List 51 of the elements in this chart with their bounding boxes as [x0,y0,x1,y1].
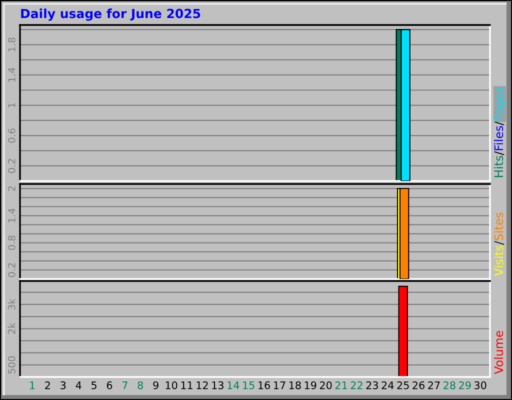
y-tick-label: 0.2 [8,263,16,278]
x-tick-label: 30 [474,381,486,390]
x-tick-label: 11 [181,381,192,390]
x-tick-label: 10 [166,381,178,390]
x-tick-label: 14 [228,381,240,390]
y-tick-label: 2k [8,322,16,334]
y-tick-label: 2 [8,186,16,191]
x-tick-label: 1 [30,381,35,390]
x-tick-label: 27 [428,381,440,390]
x-tick-label: 18 [289,381,301,390]
x-tick-label: 28 [444,381,456,390]
x-tick-label: 8 [138,381,143,390]
x-tick-label: 25 [397,381,409,390]
x-tick-label: 3 [60,381,66,390]
x-tick-label: 9 [153,381,158,390]
x-tick-label: 29 [459,381,471,390]
x-tick-label: 2 [45,381,50,390]
chart-title: Daily usage for June 2025 [21,8,200,21]
x-tick-label: 24 [382,381,394,390]
x-tick-label: 19 [304,381,316,390]
x-tick-label: 5 [92,381,96,390]
y-tick-label: 1 [8,103,16,108]
x-tick-label: 26 [412,381,425,390]
text: Hits [494,156,504,178]
x-tick-label: 16 [258,381,270,390]
text: Pages [494,87,506,120]
y-tick-label: 3k [8,298,16,310]
y-tick-label: 0.8 [8,236,16,250]
x-tick-label: 17 [274,381,286,390]
y-tick-label: 0.6 [8,128,16,143]
x-tick-label: 20 [320,381,332,390]
x-tick-label: 22 [350,381,362,390]
x-tick-label: 6 [106,381,112,390]
x-tick-label: 12 [196,381,208,390]
y-tick-label: 1.8 [8,38,16,52]
y-tick-label: 1.4 [8,68,16,82]
x-tick-label: 4 [76,381,82,390]
text: / [494,151,504,156]
y-tick-label: 500 [8,356,16,374]
x-tick-label: 23 [366,381,378,390]
legend-label: Files [494,126,504,150]
text: Volume [494,330,504,374]
x-tick-label: 15 [243,381,254,390]
text: Visits [494,246,504,276]
y-tick-label: 1.4 [8,208,16,222]
x-tick-label: 21 [335,381,347,390]
y-tick-label: 0.2 [8,159,16,173]
x-tick-label: 7 [122,381,128,390]
text: Sites [494,212,504,240]
text: / [494,240,504,245]
x-tick-label: 13 [212,381,224,390]
